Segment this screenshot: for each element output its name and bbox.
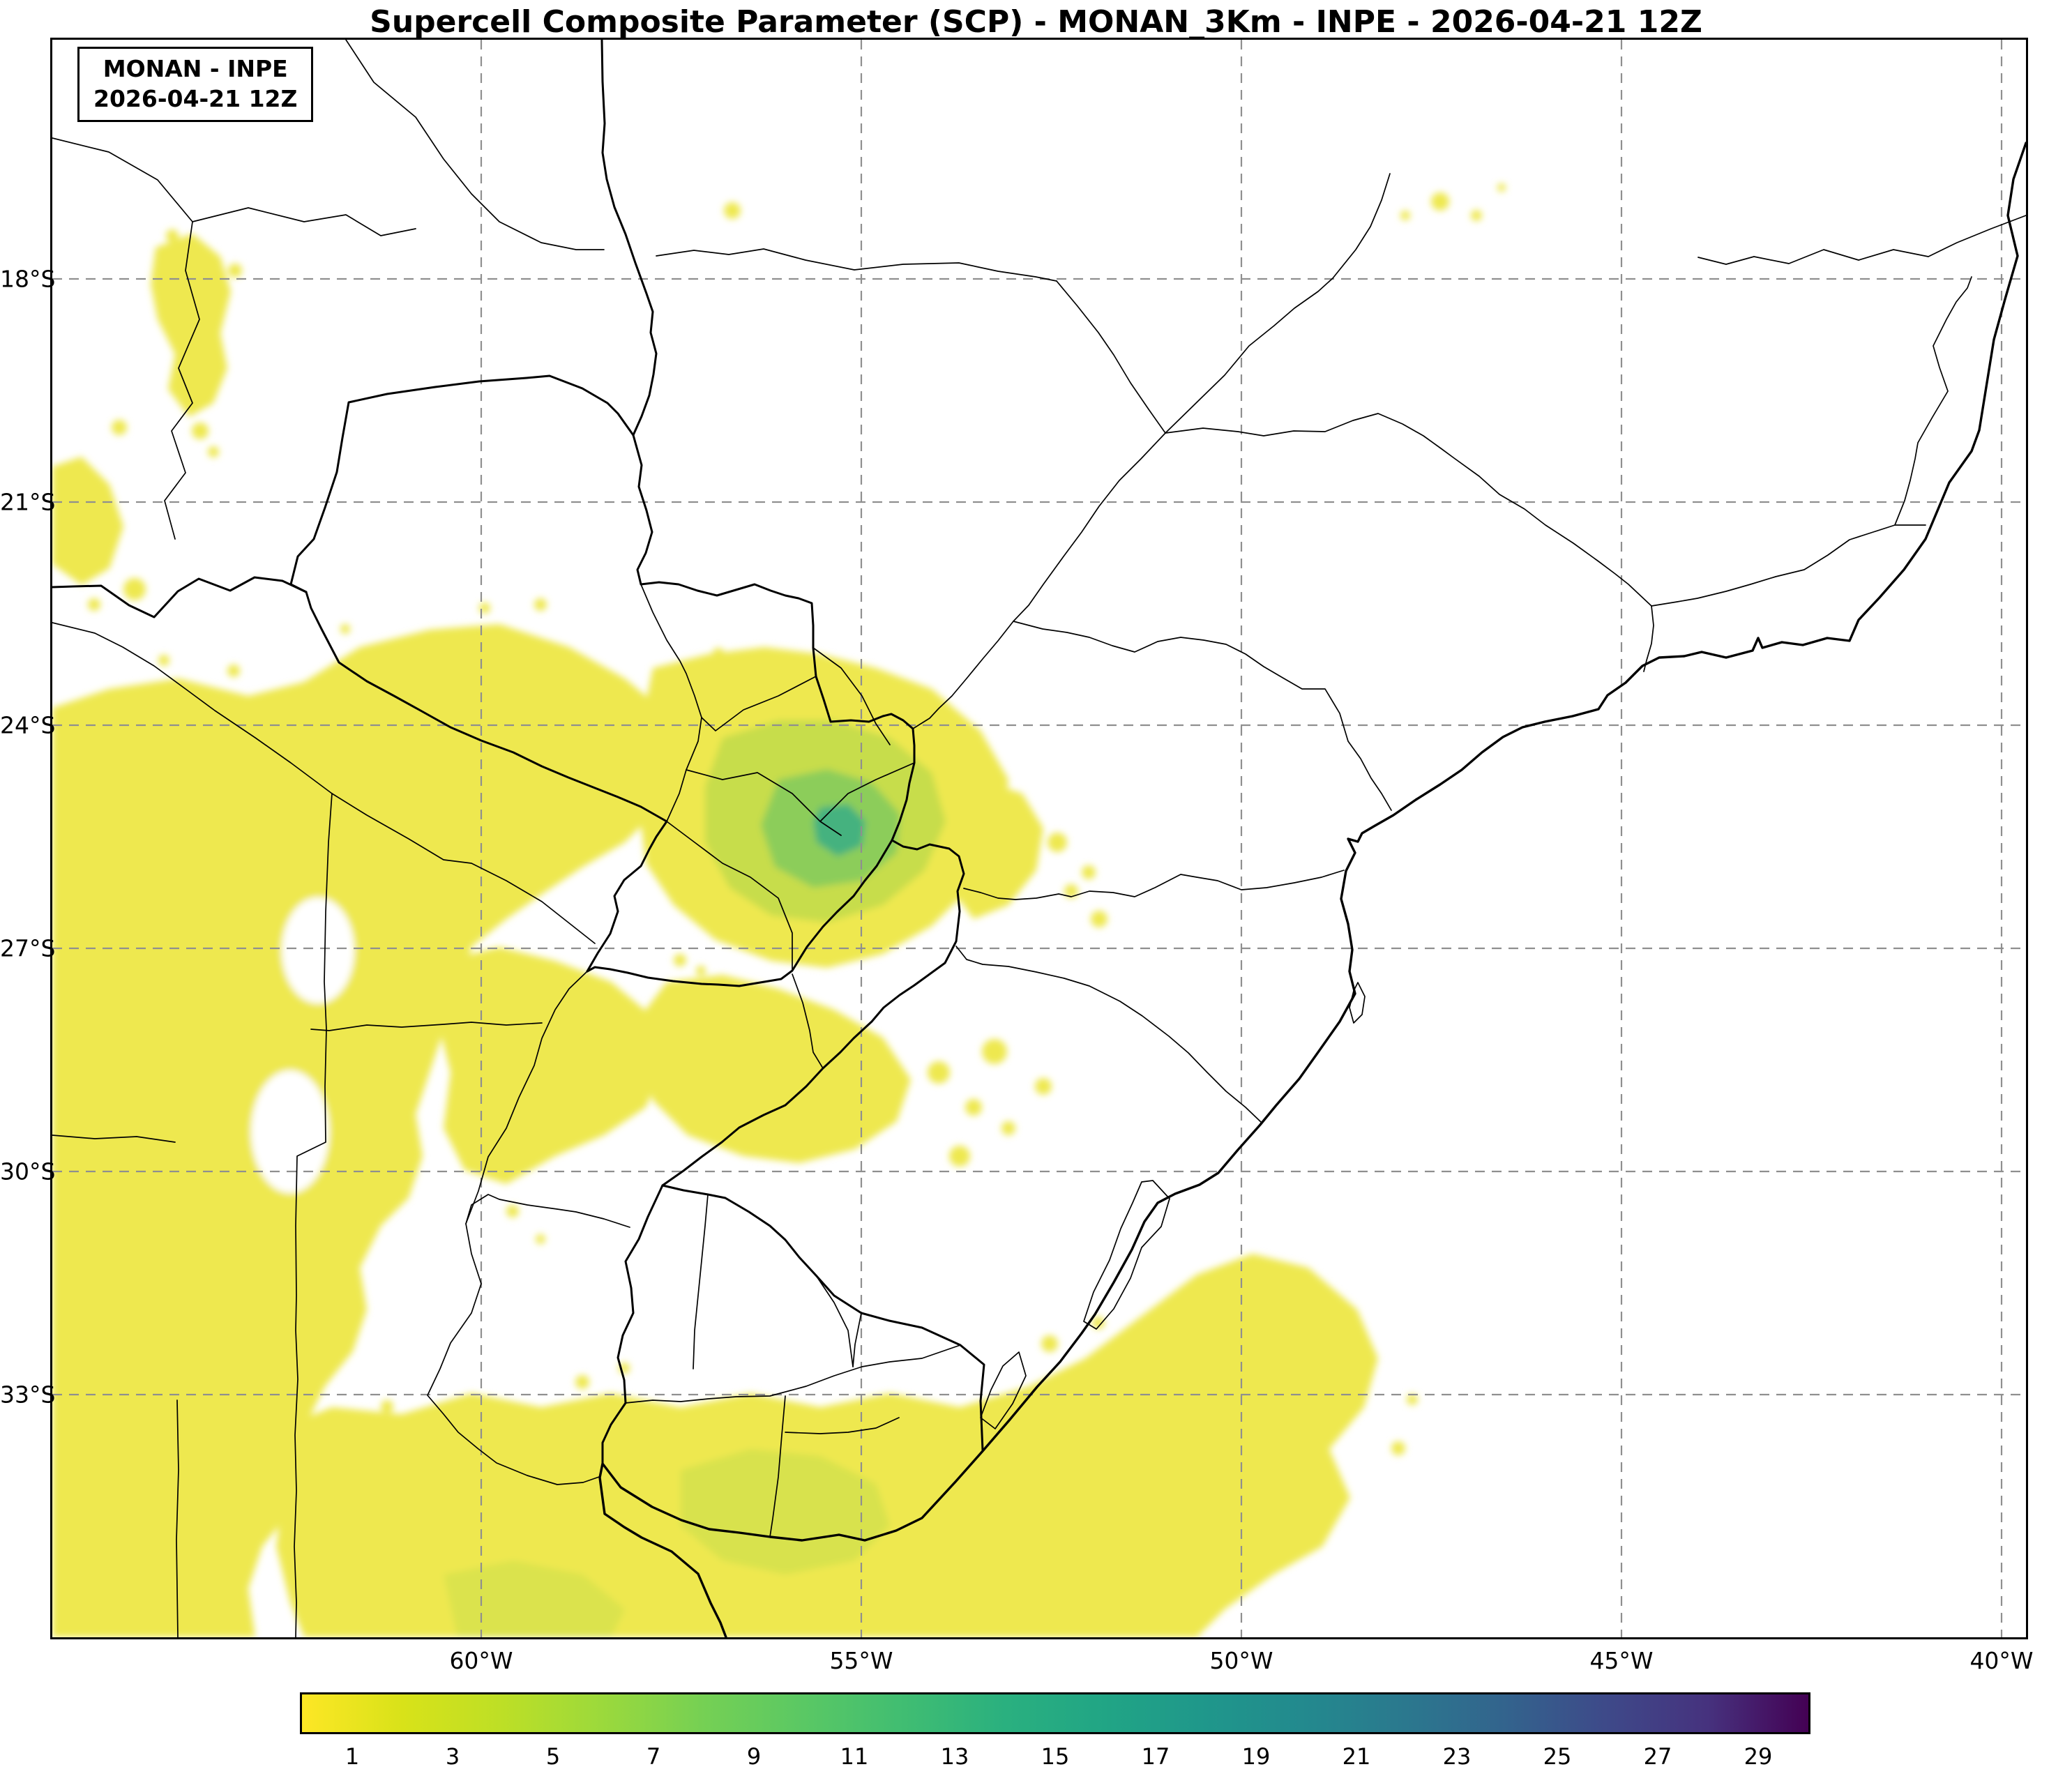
map-canvas bbox=[52, 40, 2026, 1637]
colorbar-tick-label: 25 bbox=[1543, 1743, 1572, 1770]
colorbar-tick-label: 1 bbox=[345, 1743, 360, 1770]
lon-label-60w: 60°W bbox=[449, 1647, 513, 1674]
colorbar-tick-label: 19 bbox=[1241, 1743, 1271, 1770]
model-info-line1: MONAN - INPE bbox=[103, 55, 288, 82]
colorbar-tick-label: 23 bbox=[1442, 1743, 1472, 1770]
coastline bbox=[598, 142, 2026, 1637]
lon-label-40w: 40°W bbox=[1969, 1647, 2034, 1674]
colorbar-gradient bbox=[302, 1694, 1808, 1732]
colorbar-tick-label: 5 bbox=[545, 1743, 561, 1770]
colorbar-tick-label: 7 bbox=[646, 1743, 661, 1770]
country-borders bbox=[52, 40, 985, 1465]
scp-field-layer bbox=[52, 183, 1506, 1637]
colorbar-tick-label: 21 bbox=[1342, 1743, 1371, 1770]
page-title: Supercell Composite Parameter (SCP) - MO… bbox=[370, 4, 1702, 40]
lat-label-30s: 30°S bbox=[0, 1158, 56, 1185]
lat-label-33s: 33°S bbox=[0, 1381, 56, 1409]
lat-label-27s: 27°S bbox=[0, 934, 56, 962]
colorbar-tick-label: 3 bbox=[445, 1743, 460, 1770]
model-info-box: MONAN - INPE 2026-04-21 12Z bbox=[77, 47, 314, 122]
lon-label-55w: 55°W bbox=[829, 1647, 893, 1674]
lat-label-21s: 21°S bbox=[0, 488, 56, 516]
gridlines bbox=[52, 40, 2026, 1637]
colorbar-tick-label: 9 bbox=[746, 1743, 762, 1770]
colorbar-tick-label: 17 bbox=[1141, 1743, 1170, 1770]
colorbar-tick-label: 29 bbox=[1744, 1743, 1773, 1770]
lon-label-50w: 50°W bbox=[1209, 1647, 1273, 1674]
lat-label-24s: 24°S bbox=[0, 711, 56, 739]
colorbar-tick-label: 13 bbox=[940, 1743, 969, 1770]
lon-label-45w: 45°W bbox=[1589, 1647, 1654, 1674]
colorbar-tick-label: 11 bbox=[840, 1743, 869, 1770]
model-info-line2: 2026-04-21 12Z bbox=[93, 84, 298, 112]
lat-label-18s: 18°S bbox=[0, 265, 56, 293]
colorbar-tick-label: 27 bbox=[1643, 1743, 1672, 1770]
colorbar bbox=[300, 1692, 1810, 1734]
state-boundaries bbox=[52, 40, 2026, 1637]
colorbar-tick-label: 15 bbox=[1041, 1743, 1070, 1770]
map-frame: MONAN - INPE 2026-04-21 12Z bbox=[50, 38, 2028, 1639]
